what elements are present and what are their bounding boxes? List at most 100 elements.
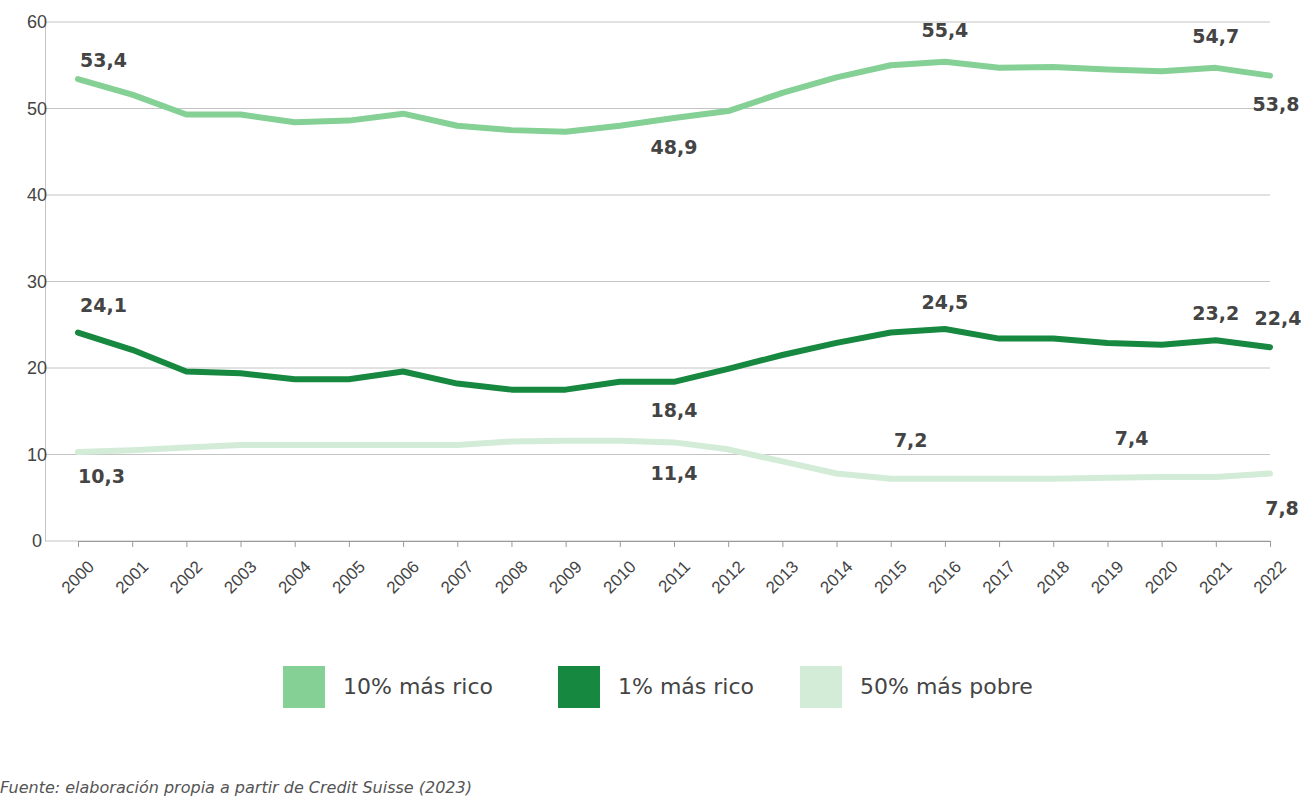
x-tick-mark <box>132 541 133 547</box>
series-line <box>78 62 1270 132</box>
x-tick: 2016 <box>925 541 965 597</box>
y-tick-label: 10 <box>27 445 47 465</box>
x-tick-mark <box>566 541 567 547</box>
x-tick-mark <box>241 541 242 547</box>
y-tick: 20 <box>27 358 47 378</box>
x-tick-label: 2012 <box>708 557 748 597</box>
y-tick-label: 20 <box>27 358 47 378</box>
legend-swatch <box>800 666 842 708</box>
data-label: 7,2 <box>894 429 928 451</box>
x-tick-mark <box>945 541 946 547</box>
x-tick-mark <box>999 541 1000 547</box>
series-line <box>78 329 1270 390</box>
legend: 10% más rico 1% más rico 50% más pobre <box>283 666 1033 708</box>
grid-line <box>45 454 1270 455</box>
x-tick: 2011 <box>655 541 694 596</box>
y-tick: 0 <box>32 531 45 551</box>
x-tick-mark <box>457 541 458 547</box>
y-tick: 30 <box>27 272 47 292</box>
x-tick-label: 2010 <box>600 557 640 597</box>
x-tick: 2003 <box>220 541 260 597</box>
x-tick-label: 2015 <box>871 557 911 597</box>
grid-line <box>45 541 1270 542</box>
data-label: 53,8 <box>1253 93 1300 115</box>
y-tick-label: 0 <box>32 531 42 551</box>
x-tick-label: 2018 <box>1033 557 1073 597</box>
x-tick-mark <box>1162 541 1163 547</box>
legend-item: 10% más rico <box>283 666 493 708</box>
x-tick: 2020 <box>1141 541 1181 597</box>
x-tick-label: 2017 <box>979 557 1019 597</box>
x-tick-mark <box>891 541 892 547</box>
y-axis: 0102030405060 <box>27 12 47 551</box>
x-tick-label: 2007 <box>437 557 477 597</box>
y-tick: 40 <box>27 185 47 205</box>
data-label: 11,4 <box>651 462 698 484</box>
x-tick-label: 2004 <box>275 557 315 597</box>
x-tick-label: 2003 <box>220 557 260 597</box>
x-tick: 2021 <box>1196 541 1236 597</box>
x-tick: 2001 <box>112 541 152 597</box>
x-tick-label: 2006 <box>383 557 423 597</box>
x-tick: 2007 <box>437 541 477 597</box>
x-tick: 2017 <box>979 541 1019 597</box>
data-label: 48,9 <box>651 136 698 158</box>
legend-item: 50% más pobre <box>800 666 1033 708</box>
data-label: 18,4 <box>651 399 698 421</box>
data-label: 24,1 <box>80 294 127 316</box>
x-tick: 2006 <box>383 541 423 597</box>
x-tick: 2004 <box>275 541 315 597</box>
chart: 0102030405060200020012002200320042005200… <box>0 0 1307 803</box>
x-tick-label: 2020 <box>1141 557 1181 597</box>
y-tick-label: 60 <box>27 12 47 32</box>
x-tick-label: 2022 <box>1250 557 1290 597</box>
x-tick-label: 2021 <box>1196 557 1236 597</box>
x-tick-mark <box>782 541 783 547</box>
data-label: 24,5 <box>921 291 968 313</box>
x-tick: 2013 <box>762 541 802 597</box>
x-tick-mark <box>78 541 79 547</box>
x-tick-label: 2016 <box>925 557 965 597</box>
x-tick-label: 2005 <box>329 557 369 597</box>
x-tick-mark <box>1270 541 1271 547</box>
x-tick: 2008 <box>491 541 531 597</box>
data-label: 23,2 <box>1192 302 1239 324</box>
x-tick-mark <box>403 541 404 547</box>
x-tick-mark <box>674 541 675 547</box>
x-tick: 2005 <box>329 541 369 597</box>
data-label: 7,4 <box>1115 427 1149 449</box>
x-tick-label: 2002 <box>166 557 206 597</box>
x-tick: 2022 <box>1250 541 1290 597</box>
data-label: 22,4 <box>1255 307 1302 329</box>
data-label: 54,7 <box>1192 25 1239 47</box>
legend-swatch <box>283 666 325 708</box>
x-tick-label: 2011 <box>655 557 694 596</box>
x-tick-mark <box>1053 541 1054 547</box>
legend-label: 1% más rico <box>618 674 754 699</box>
source: Fuente: elaboración propia a partir de C… <box>0 778 472 797</box>
legend-label: 10% más rico <box>343 674 493 699</box>
x-tick-mark <box>1107 541 1108 547</box>
x-tick-mark <box>837 541 838 547</box>
legend-label: 50% más pobre <box>860 674 1033 699</box>
x-tick: 2015 <box>871 541 911 597</box>
grid-line <box>45 22 1270 23</box>
y-tick: 60 <box>27 12 47 32</box>
y-tick: 10 <box>27 445 47 465</box>
data-label: 10,3 <box>78 465 125 487</box>
x-axis: 2000200120022003200420052006200720082009… <box>58 541 1290 597</box>
grid-line <box>45 108 1270 109</box>
legend-item: 1% más rico <box>558 666 754 708</box>
x-tick: 2018 <box>1033 541 1073 597</box>
grid-line <box>45 368 1270 369</box>
lines <box>78 62 1270 479</box>
y-tick-label: 40 <box>27 185 47 205</box>
x-tick-mark <box>186 541 187 547</box>
x-tick-mark <box>349 541 350 547</box>
x-tick-label: 2000 <box>58 557 98 597</box>
data-labels: 53,448,955,454,753,824,118,424,523,222,4… <box>78 19 1301 519</box>
x-tick: 2014 <box>816 541 856 597</box>
x-tick: 2010 <box>600 541 640 597</box>
x-tick: 2012 <box>708 541 748 597</box>
grid-line <box>45 281 1270 282</box>
